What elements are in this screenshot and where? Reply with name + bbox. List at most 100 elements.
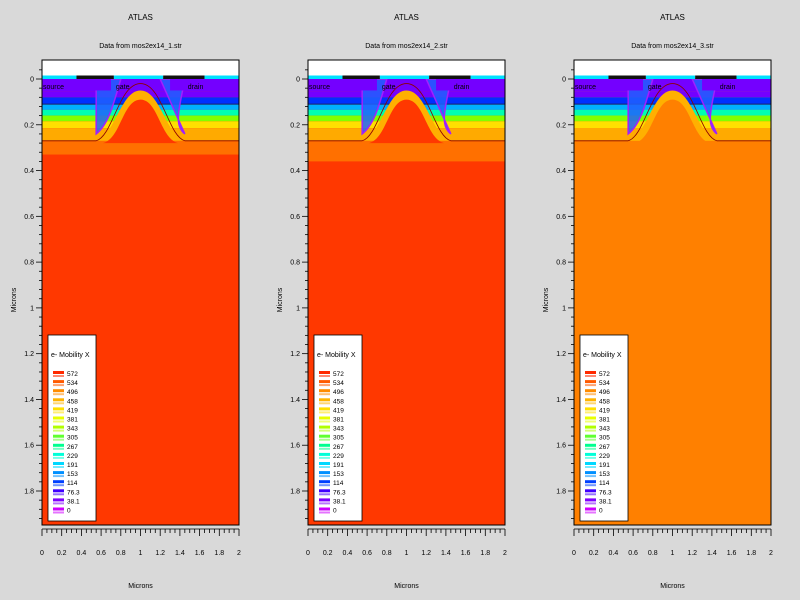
y-tick-label: 1.2 [24, 351, 34, 358]
legend-label: 153 [333, 471, 344, 478]
legend-label: 0 [599, 508, 603, 515]
ldd-region [96, 79, 121, 134]
legend-swatch [319, 493, 330, 496]
y-tick-label: 1.8 [24, 489, 34, 496]
y-tick-label: 1.6 [290, 443, 300, 450]
x-tick-label: 0.8 [116, 550, 126, 557]
legend-swatch [585, 389, 596, 393]
x-tick-label: 1.4 [707, 550, 717, 557]
legend-label: 76.3 [333, 489, 346, 496]
label-drain: drain [188, 84, 204, 91]
y-tick-label: 1 [296, 305, 300, 312]
drain-metal [429, 75, 471, 79]
legend-swatch [585, 456, 596, 459]
legend-swatch [319, 511, 330, 514]
source-metal [342, 75, 380, 79]
legend-label: 572 [333, 371, 344, 378]
legend-swatch [319, 489, 330, 493]
legend-swatch [319, 456, 330, 459]
legend-swatch [319, 447, 330, 450]
x-tick-label: 0.6 [628, 550, 638, 557]
x-tick-label: 0.8 [648, 550, 658, 557]
y-tick-label: 1.6 [556, 443, 566, 450]
legend-swatch [319, 452, 330, 456]
drain-contact [736, 75, 771, 79]
legend-swatch [319, 462, 330, 465]
legend-swatch [319, 398, 330, 402]
legend-label: 419 [67, 407, 78, 414]
legend-label: 381 [599, 417, 610, 424]
legend-label: 419 [599, 407, 610, 414]
legend-swatch [585, 402, 596, 405]
y-tick-label: 0.6 [24, 214, 34, 221]
legend-label: 191 [599, 462, 610, 469]
legend-label: 191 [333, 462, 344, 469]
legend-swatch [53, 402, 64, 405]
oxide-region [574, 60, 771, 79]
ldd-edge [627, 78, 654, 136]
y-tick-label: 1.2 [556, 351, 566, 358]
legend-label: 496 [333, 389, 344, 396]
legend-label: 229 [67, 453, 78, 460]
x-tick-label: 0.4 [609, 550, 619, 557]
legend: e- Mobility X 572 534 496 458 419 381 343 305 267… [579, 334, 629, 522]
legend-swatch [585, 466, 596, 468]
legend-title: e- Mobility X [583, 352, 622, 359]
x-tick-label: 2 [503, 550, 507, 557]
y-tick-label: 0.4 [556, 168, 566, 175]
ldd-edge [95, 78, 122, 136]
legend-swatch [585, 407, 596, 411]
legend: e- Mobility X 572 534 496 458 419 381 343 305 267… [47, 334, 97, 522]
legend-swatch [319, 371, 330, 374]
gate-oxide-strip [645, 75, 696, 79]
x-tick-label: 0 [572, 550, 576, 557]
legend-label: 572 [67, 371, 78, 378]
legend-swatch [53, 484, 64, 487]
plot-frame [41, 59, 240, 526]
legend-swatch [319, 475, 330, 478]
x-tick-label: 0.4 [343, 550, 353, 557]
legend-swatch [53, 480, 64, 484]
y-tick-label: 0 [562, 77, 566, 84]
plot-area [308, 60, 505, 525]
legend-label: 419 [333, 407, 344, 414]
contour-line [308, 83, 505, 142]
legend-swatch [53, 456, 64, 459]
legend-title: e- Mobility X [51, 352, 90, 359]
legend-swatch [319, 434, 330, 438]
legend-swatch [585, 493, 596, 496]
legend-swatch [53, 493, 64, 496]
legend-swatch [53, 375, 64, 377]
legend-label: 267 [333, 444, 344, 451]
ldd-edge [361, 78, 388, 136]
legend-label: 267 [599, 444, 610, 451]
legend-swatch [585, 434, 596, 438]
y-tick-label: 0.2 [556, 122, 566, 129]
legend-swatch [53, 466, 64, 468]
y-tick-label: 0.8 [24, 260, 34, 267]
legend-swatch [319, 443, 330, 447]
source-contact [42, 75, 77, 79]
legend-swatch [53, 489, 64, 493]
y-tick-label: 0 [30, 77, 34, 84]
x-tick-label: 1 [671, 550, 675, 557]
plot-frame [307, 59, 506, 526]
x-axis-label: Microns [660, 583, 685, 590]
y-tick-label: 0.6 [290, 214, 300, 221]
legend-label: 534 [599, 380, 610, 387]
x-tick-label: 1.8 [214, 550, 224, 557]
legend-swatch [585, 462, 596, 465]
legend-swatch [319, 466, 330, 468]
legend-label: 191 [67, 462, 78, 469]
legend-swatch [53, 452, 64, 456]
legend-label: 458 [67, 398, 78, 405]
legend-swatch [585, 507, 596, 511]
legend-swatch [53, 420, 64, 423]
x-tick-label: 1.8 [746, 550, 756, 557]
x-tick-label: 1.2 [421, 550, 431, 557]
x-tick-label: 1.2 [687, 550, 697, 557]
legend-swatch [319, 498, 330, 502]
legend-swatch [319, 502, 330, 505]
